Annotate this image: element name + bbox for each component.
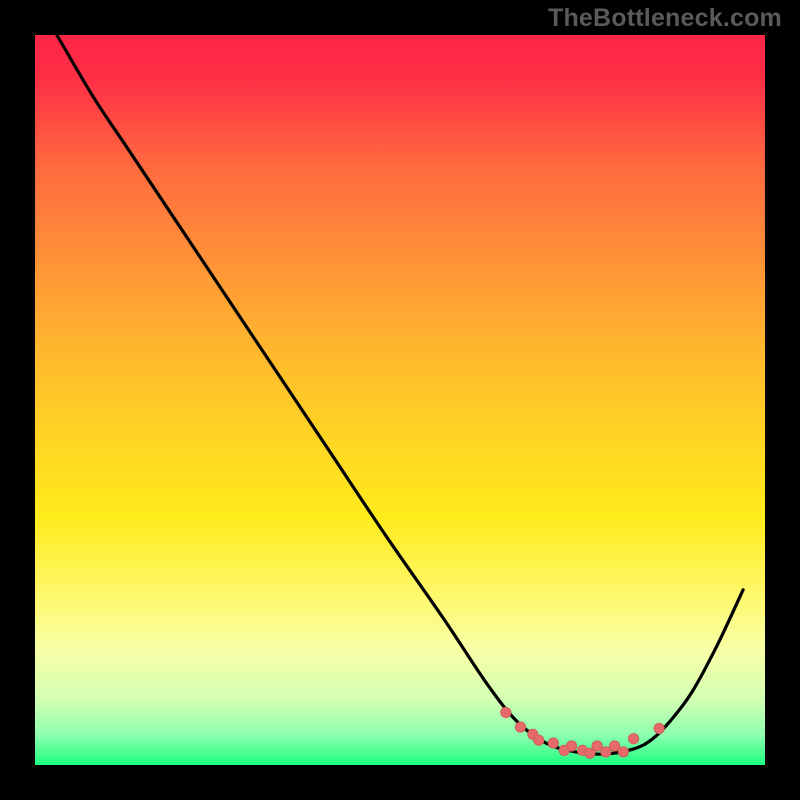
valley-marker (534, 735, 544, 745)
bottleneck-chart (0, 0, 800, 800)
valley-marker (566, 741, 576, 751)
heat-gradient (35, 35, 765, 765)
valley-marker (618, 747, 628, 757)
valley-marker (515, 722, 525, 732)
watermark-text: TheBottleneck.com (548, 4, 782, 33)
valley-marker (501, 707, 511, 717)
valley-marker (548, 738, 558, 748)
chart-frame: TheBottleneck.com (0, 0, 800, 800)
valley-marker (628, 734, 638, 744)
valley-marker (654, 723, 664, 733)
